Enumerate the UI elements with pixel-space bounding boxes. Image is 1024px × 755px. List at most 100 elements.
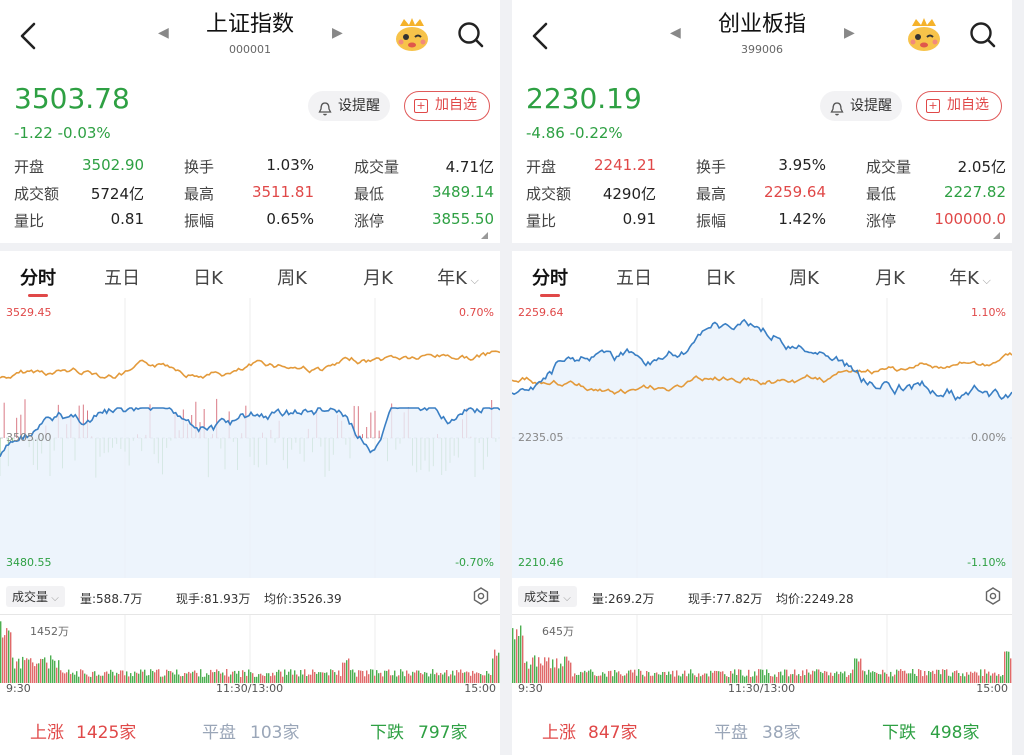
index-title: 上证指数 xyxy=(205,12,294,37)
chart-top-price: 3529.45 xyxy=(6,306,52,319)
stat-label: 最高 xyxy=(184,185,215,203)
tab-2[interactable]: 日K xyxy=(690,264,750,290)
tab-4[interactable]: 月K xyxy=(348,264,408,290)
volume-qty: 量:588.7万 xyxy=(80,592,143,606)
add-watchlist-button[interactable]: + 加自选 xyxy=(916,91,1002,121)
indicator-label: 成交量 xyxy=(524,590,561,604)
time-midday: 11:30/13:00 xyxy=(728,682,796,695)
volume-max-label: 1452万 xyxy=(30,625,69,638)
expand-corner-icon[interactable] xyxy=(481,232,488,239)
prev-index-icon[interactable]: ◀ xyxy=(670,25,681,41)
chart-tabs: 分时 五日 日K 周K 月K 年K ⌵ xyxy=(512,256,1012,297)
chart-top-percent: 0.70% xyxy=(459,306,494,319)
next-index-icon[interactable]: ▶ xyxy=(332,25,343,41)
volume-avg: 均价:3526.39 xyxy=(264,592,342,606)
tab-label: 月K xyxy=(875,268,905,289)
add-watchlist-label: 加自选 xyxy=(947,97,989,113)
active-tab-indicator xyxy=(540,294,560,297)
decliners-count: 498家 xyxy=(930,723,980,743)
add-watchlist-button[interactable]: + 加自选 xyxy=(404,91,490,121)
tab-5[interactable]: 年K ⌵ xyxy=(940,264,1000,290)
tab-2[interactable]: 日K xyxy=(178,264,238,290)
stats-row: 成交额 4290亿 最高 2259.64 最低 2227.82 xyxy=(526,179,1006,206)
price-change: -4.86 -0.22% xyxy=(526,124,623,142)
indicator-selector[interactable]: 成交量 ⌵ xyxy=(6,586,65,607)
tab-0[interactable]: 分时 xyxy=(520,264,580,290)
tab-4[interactable]: 月K xyxy=(860,264,920,290)
tab-1[interactable]: 五日 xyxy=(604,264,664,290)
settings-gear-icon[interactable] xyxy=(472,587,490,605)
change-value: -4.86 xyxy=(526,124,565,142)
chevron-down-icon: ⌵ xyxy=(978,274,991,287)
advancers-count: 847家 xyxy=(588,723,638,743)
prev-index-icon[interactable]: ◀ xyxy=(158,25,169,41)
tab-3[interactable]: 周K xyxy=(262,264,322,290)
volume-info-bar: 成交量 ⌵ 量:588.7万 现手:81.93万 均价:3526.39 xyxy=(0,584,500,612)
chart-bottom-percent: -1.10% xyxy=(967,556,1006,569)
stat-value: 3489.14 xyxy=(431,183,494,201)
intraday-chart[interactable]: 2259.64 2235.05 2210.46 1.10% 0.00% -1.10% xyxy=(512,298,1012,578)
price-change: -1.22 -0.03% xyxy=(14,124,111,142)
tab-0[interactable]: 分时 xyxy=(8,264,68,290)
stats-row: 开盘 2241.21 换手 3.95% 成交量 2.05亿 xyxy=(526,152,1006,179)
chart-mid-percent: 0.00% xyxy=(971,431,1006,444)
stat-value: 3502.90 xyxy=(82,156,145,174)
unchanged-count: 38家 xyxy=(762,723,801,743)
change-value: -1.22 xyxy=(14,124,53,142)
next-index-icon[interactable]: ▶ xyxy=(844,25,855,41)
volume-histogram: 1452万 xyxy=(0,614,500,683)
stat-label: 换手 xyxy=(184,158,215,176)
change-percent: -0.03% xyxy=(57,124,111,142)
stat-label: 开盘 xyxy=(526,158,557,176)
tab-5[interactable]: 年K ⌵ xyxy=(428,264,488,290)
add-watchlist-label: 加自选 xyxy=(435,97,477,113)
stat-label: 涨停 xyxy=(354,212,385,230)
stat-value: 0.91 xyxy=(622,210,656,228)
market-breadth: 上涨 1425家 平盘 103家 下跌 797家 xyxy=(0,708,500,748)
chart-tabs: 分时 五日 日K 周K 月K 年K ⌵ xyxy=(0,256,500,297)
volume-avg: 均价:2249.28 xyxy=(776,592,854,606)
stat-value: 2227.82 xyxy=(943,183,1006,201)
divider xyxy=(512,243,1012,251)
tab-3[interactable]: 周K xyxy=(774,264,834,290)
bell-icon xyxy=(830,98,844,128)
stat-value: 0.65% xyxy=(266,210,314,228)
tab-label: 分时 xyxy=(532,268,568,289)
back-icon[interactable] xyxy=(14,18,44,54)
stat-value: 2259.64 xyxy=(763,183,826,201)
index-code: 399006 xyxy=(741,43,783,56)
search-icon[interactable] xyxy=(456,20,486,50)
set-alert-button[interactable]: 设提醒 xyxy=(308,91,390,121)
market-breadth: 上涨 847家 平盘 38家 下跌 498家 xyxy=(512,708,1012,748)
indicator-selector[interactable]: 成交量 ⌵ xyxy=(518,586,577,607)
stat-label: 最低 xyxy=(866,185,897,203)
expand-corner-icon[interactable] xyxy=(993,232,1000,239)
search-icon[interactable] xyxy=(968,20,998,50)
unchanged-label: 平盘 xyxy=(202,723,236,743)
chart-bottom-price: 2210.46 xyxy=(518,556,564,569)
back-icon[interactable] xyxy=(526,18,556,54)
mascot-icon[interactable] xyxy=(904,16,944,54)
stat-label: 振幅 xyxy=(184,212,215,230)
unchanged-count: 103家 xyxy=(250,723,300,743)
chart-top-price: 2259.64 xyxy=(518,306,564,319)
chart-top-percent: 1.10% xyxy=(971,306,1006,319)
settings-gear-icon[interactable] xyxy=(984,587,1002,605)
set-alert-label: 设提醒 xyxy=(850,98,892,114)
plus-icon: + xyxy=(926,99,940,113)
decliners-count: 797家 xyxy=(418,723,468,743)
stat-label: 最高 xyxy=(696,185,727,203)
volume-now: 现手:81.93万 xyxy=(176,592,251,606)
index-code: 000001 xyxy=(229,43,271,56)
intraday-chart[interactable]: 3529.45 3505.00 3480.55 0.70% -0.70% xyxy=(0,298,500,578)
chevron-down-icon: ⌵ xyxy=(560,593,571,604)
chart-mid-price: 3505.00 xyxy=(6,431,52,444)
stat-value: 100000.0 xyxy=(934,210,1006,228)
index-title: 创业板指 xyxy=(717,12,806,37)
volume-info-bar: 成交量 ⌵ 量:269.2万 现手:77.82万 均价:2249.28 xyxy=(512,584,1012,612)
tab-1[interactable]: 五日 xyxy=(92,264,152,290)
volume-max-label: 645万 xyxy=(542,625,574,638)
time-close: 15:00 xyxy=(976,682,1008,695)
mascot-icon[interactable] xyxy=(392,16,432,54)
set-alert-button[interactable]: 设提醒 xyxy=(820,91,902,121)
